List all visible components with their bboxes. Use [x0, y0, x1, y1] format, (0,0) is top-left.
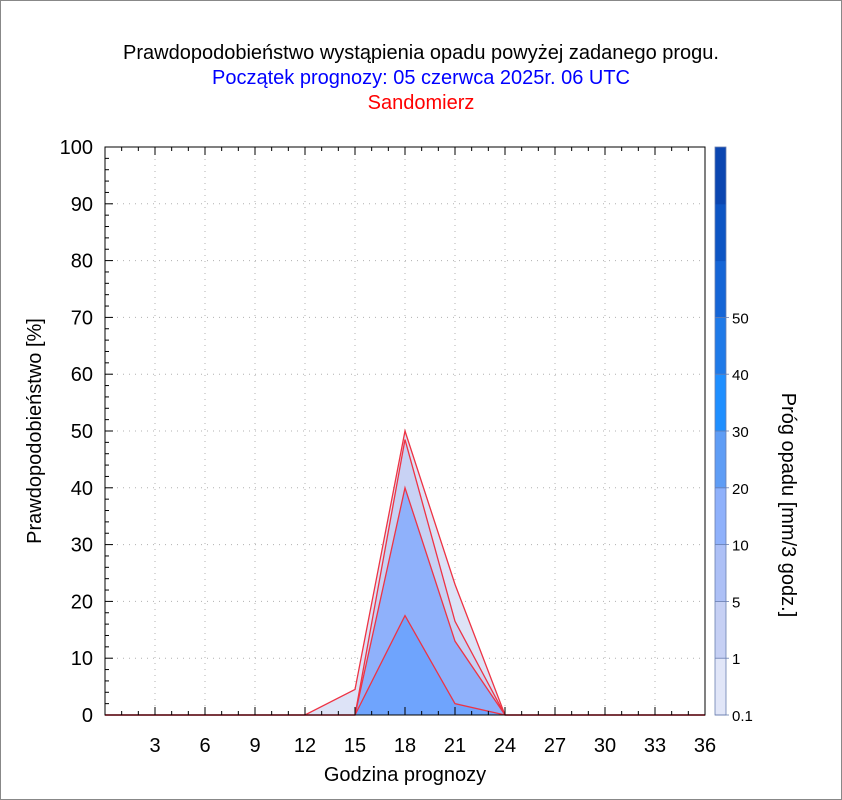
x-tick-label: 12	[294, 735, 316, 757]
x-axis-label: Godzina prognozy	[324, 764, 486, 786]
y-tick-label: 0	[82, 705, 93, 727]
x-tick-label: 27	[544, 735, 566, 757]
colorbar-tick-label: 0.1	[732, 708, 753, 725]
colorbar-segment	[715, 317, 726, 375]
colorbar-segment	[715, 544, 726, 602]
area-threshold-10	[105, 615, 705, 715]
x-tick-label: 15	[344, 735, 366, 757]
x-tick-label: 6	[199, 735, 210, 757]
colorbar-tick-label: 20	[732, 481, 749, 498]
y-tick-label: 40	[71, 478, 93, 500]
y-tick-label: 60	[71, 364, 93, 386]
colorbar-tick-label: 40	[732, 367, 749, 384]
colorbar-segment	[715, 601, 726, 659]
colorbar-tick-label: 10	[732, 538, 749, 555]
y-tick-label: 100	[60, 137, 93, 159]
colorbar-segment	[715, 374, 726, 432]
x-tick-label: 24	[494, 735, 516, 757]
y-axis-ticks: 0 10 20 30 40 50 60 70 80 90 100	[60, 137, 113, 727]
y-tick-label: 70	[71, 307, 93, 329]
y-tick-label: 50	[71, 421, 93, 443]
colorbar-segment	[715, 487, 726, 546]
x-tick-label: 3	[149, 735, 160, 757]
y-axis-label: Prawdopodobieństwo [%]	[24, 318, 46, 544]
colorbar-segment	[715, 147, 726, 205]
chart-subtitle: Początek prognozy: 05 czerwca 2025r. 06 …	[212, 67, 630, 89]
colorbar-segment	[715, 260, 726, 318]
colorbar-tick-label: 5	[732, 594, 740, 611]
y-tick-label: 10	[71, 648, 93, 670]
colorbar-label: Próg opadu [mm/3 godz.]	[777, 393, 799, 618]
x-tick-label: 36	[694, 735, 716, 757]
colorbar-segment	[715, 658, 726, 716]
y-tick-label: 90	[71, 194, 93, 216]
y-tick-label: 80	[71, 251, 93, 273]
colorbar-tick-label: 30	[732, 424, 749, 441]
x-tick-label: 9	[249, 735, 260, 757]
y-tick-label: 30	[71, 535, 93, 557]
colorbar-segment	[715, 431, 726, 489]
location-label: Sandomierz	[367, 92, 475, 114]
chart-title: Prawdopodobieństwo wystąpienia opadu pow…	[123, 42, 719, 64]
y-tick-label: 20	[71, 591, 93, 613]
colorbar: 0.1 1 5 10 20 30 40 50	[714, 146, 753, 725]
colorbar-tick-label: 50	[732, 310, 749, 327]
x-tick-label: 21	[444, 735, 466, 757]
x-tick-label: 33	[644, 735, 666, 757]
area-threshold-5	[105, 487, 705, 715]
colorbar-tick-label: 1	[732, 651, 740, 668]
x-tick-label: 18	[394, 735, 416, 757]
probability-areas	[105, 431, 705, 715]
colorbar-segment	[715, 203, 726, 262]
x-axis-ticks: 3 6 9 12 15 18 21 24 27 30 33 36	[104, 147, 716, 757]
x-tick-label: 30	[594, 735, 616, 757]
